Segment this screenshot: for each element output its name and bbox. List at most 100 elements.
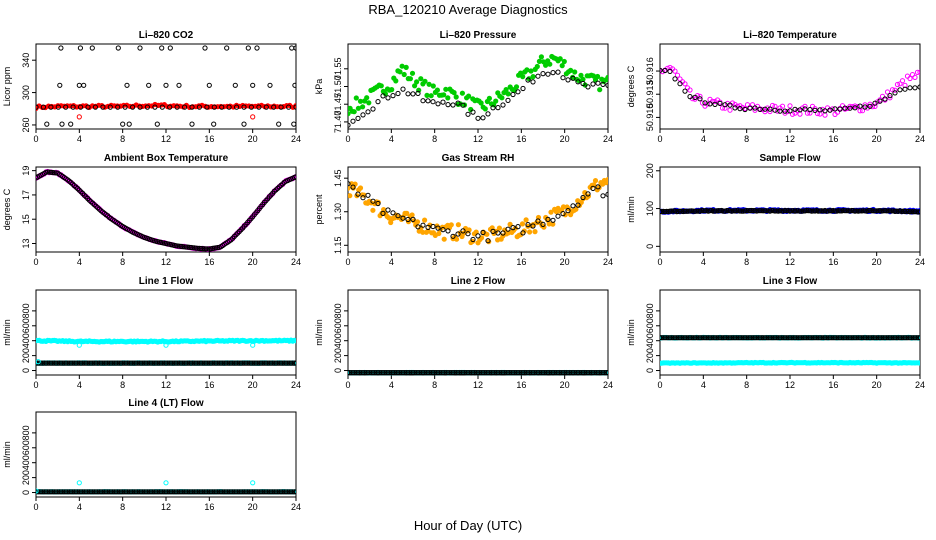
data-point (190, 360, 196, 366)
data-point (410, 370, 416, 376)
data-point (240, 360, 246, 366)
data-point (115, 489, 121, 495)
data-point (236, 489, 242, 495)
data-point (869, 104, 876, 110)
data-point (815, 208, 821, 214)
data-point (585, 84, 591, 90)
data-point (246, 489, 252, 495)
data-point (405, 216, 411, 223)
data-point (181, 360, 187, 366)
data-point (191, 360, 197, 366)
data-point (152, 104, 158, 110)
y-tick-label: 1.45 (333, 169, 343, 187)
data-point (460, 102, 466, 108)
data-point (722, 102, 728, 108)
data-point (289, 45, 295, 51)
data-point (749, 335, 755, 341)
data-point (238, 360, 244, 366)
series-sample-flow-hourly-average (660, 207, 920, 215)
data-point (513, 370, 519, 376)
data-point (875, 335, 881, 341)
data-point (875, 208, 881, 214)
data-point (36, 359, 41, 365)
data-point (218, 360, 224, 366)
data-point (832, 335, 838, 341)
data-point (857, 108, 863, 114)
data-point (40, 104, 47, 110)
data-point (399, 63, 405, 69)
data-point (817, 107, 823, 113)
data-point (560, 211, 566, 217)
data-point (121, 489, 127, 495)
data-point (717, 335, 723, 341)
data-point (420, 370, 426, 376)
data-point (692, 335, 698, 341)
series-line-4-flow-hourly-average (36, 489, 296, 495)
data-point (115, 360, 121, 366)
data-point (168, 489, 174, 495)
data-point (859, 335, 865, 341)
data-point (739, 335, 745, 341)
data-point (697, 93, 703, 100)
data-point (285, 489, 291, 495)
data-point (839, 335, 845, 341)
data-point (211, 360, 217, 366)
x-tick-label: 20 (248, 380, 258, 390)
data-point (735, 335, 741, 341)
y-tick-label: 0 (21, 368, 31, 373)
data-point (727, 335, 733, 341)
data-point (113, 360, 119, 366)
data-point (288, 360, 294, 366)
data-point (238, 489, 244, 495)
data-point (377, 370, 383, 376)
data-point (124, 82, 130, 88)
data-point (719, 105, 726, 111)
data-point (857, 335, 863, 341)
data-point (667, 335, 673, 341)
data-point (470, 370, 476, 376)
x-tick-label: 0 (33, 502, 38, 512)
data-point (689, 335, 695, 341)
data-point (835, 335, 841, 341)
data-point (36, 104, 39, 110)
y-tick-label: 50.910 (645, 104, 655, 132)
y-tick-label: 200 (21, 348, 31, 363)
data-point (797, 335, 803, 341)
data-point (246, 360, 252, 366)
data-point (702, 100, 708, 106)
data-point (451, 90, 457, 96)
data-point (784, 335, 790, 341)
data-point (393, 78, 399, 84)
data-point (732, 105, 738, 111)
data-point (206, 360, 212, 366)
data-point (385, 95, 391, 101)
data-point (507, 370, 513, 376)
data-point (390, 210, 396, 216)
y-tick-label: 400 (21, 455, 31, 470)
data-point (662, 67, 668, 74)
series-li-820-co2-hourly-average (36, 104, 296, 110)
data-point (159, 104, 165, 110)
x-tick-label: 0 (657, 380, 662, 390)
data-point (95, 360, 101, 366)
data-point (350, 370, 356, 376)
y-tick-label: 400 (333, 333, 343, 348)
data-point (827, 335, 833, 341)
data-point (101, 489, 107, 495)
data-point (899, 335, 905, 341)
data-point (145, 489, 151, 495)
data-point (914, 69, 920, 75)
series-li-820-co2-red-outliers (76, 114, 256, 120)
series-li-820-pressure-all-samples (348, 53, 608, 117)
data-point (720, 335, 726, 341)
data-point (578, 72, 584, 79)
data-point (165, 489, 171, 495)
data-point (745, 208, 751, 214)
data-point (358, 370, 364, 376)
data-point (682, 335, 688, 341)
data-point (580, 370, 586, 376)
data-point (543, 62, 549, 68)
data-point (195, 360, 201, 366)
y-axis-label: ml/min (314, 319, 324, 346)
data-point (355, 115, 361, 122)
